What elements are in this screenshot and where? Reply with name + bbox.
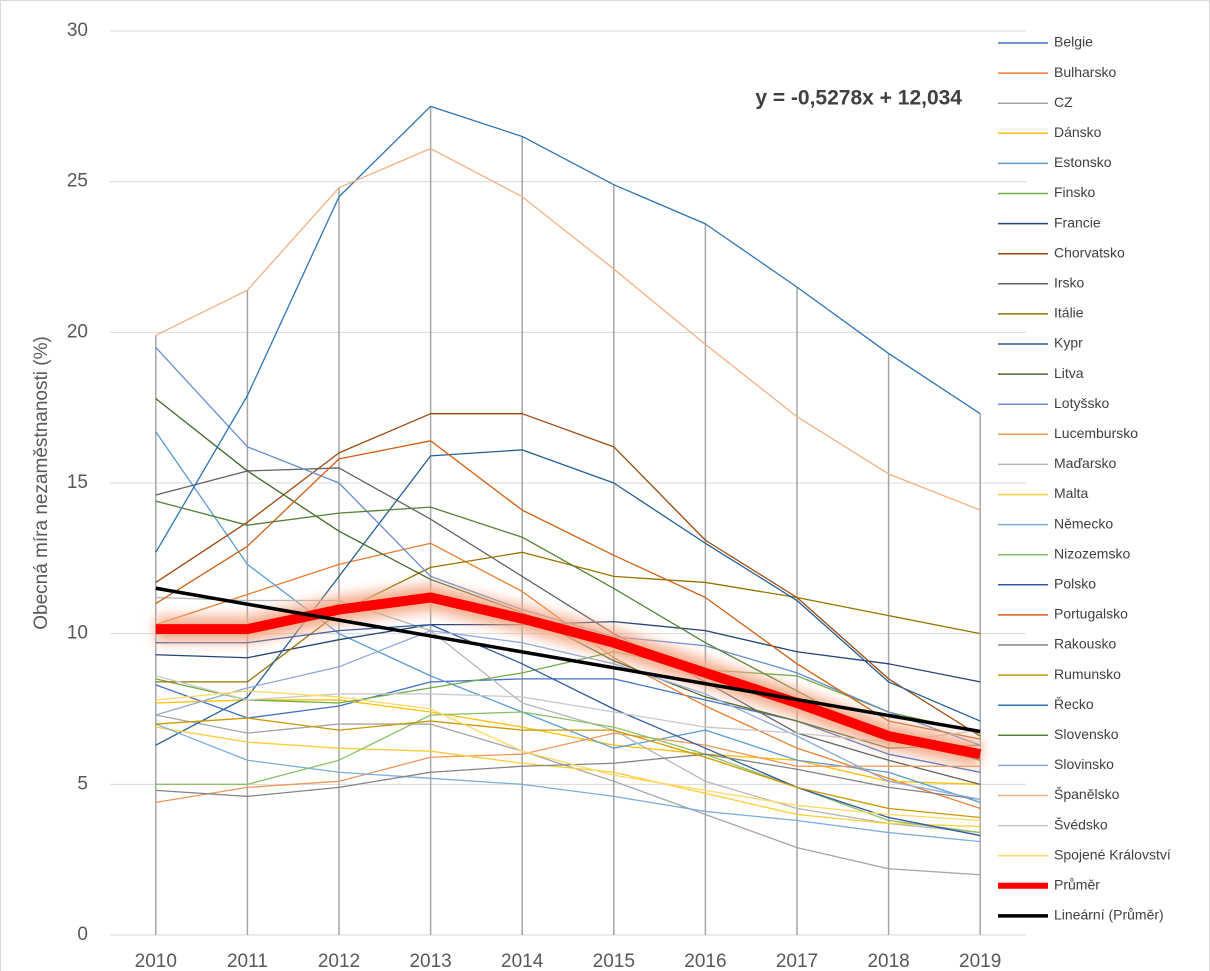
x-tick-label: 2011	[227, 951, 268, 971]
series-line	[155, 723, 981, 843]
legend-label: Irsko	[1054, 275, 1085, 291]
y-tick-label: 15	[67, 472, 88, 493]
legend-label: Portugalsko	[1054, 606, 1128, 622]
series-line	[155, 413, 981, 737]
y-tick-label: 30	[67, 20, 88, 41]
legend-label: Lotyšsko	[1054, 395, 1109, 411]
y-tick-label: 5	[77, 773, 88, 794]
x-tick-label: 2014	[501, 951, 544, 971]
legend-label: Itálie	[1054, 305, 1084, 321]
legend-label: Lineární (Průměr)	[1054, 907, 1164, 923]
legend-label: Slovensko	[1054, 726, 1119, 742]
x-tick-label: 2019	[959, 951, 1001, 971]
legend-label: Řecko	[1054, 696, 1094, 712]
x-tick-label: 2017	[776, 951, 818, 971]
legend-label: Rakousko	[1054, 636, 1116, 652]
legend-label: Litva	[1054, 365, 1084, 381]
legend-label: Malta	[1054, 485, 1088, 501]
series-line	[155, 711, 981, 834]
x-tick-label: 2016	[684, 951, 726, 971]
series-line	[155, 726, 981, 828]
series-line	[155, 592, 982, 760]
series-line	[155, 699, 981, 785]
series-line	[155, 147, 981, 511]
series-line	[155, 717, 981, 819]
legend-label: Polsko	[1054, 576, 1096, 592]
legend-label: Rumunsko	[1054, 666, 1121, 682]
y-tick-label: 10	[67, 623, 88, 644]
legend-label: Slovinsko	[1054, 756, 1114, 772]
legend-label: Švédsko	[1054, 816, 1108, 832]
legend-label: Estonsko	[1054, 154, 1112, 170]
legend-label: Nizozemsko	[1054, 545, 1130, 561]
series-line	[155, 467, 981, 785]
legend-label: Francie	[1054, 214, 1101, 230]
series-line	[155, 675, 981, 743]
legend-label: Finsko	[1054, 184, 1095, 200]
x-tick-label: 2018	[867, 951, 909, 971]
legend-label: Německo	[1054, 515, 1113, 531]
legend-label: Průměr	[1054, 877, 1100, 893]
series-line	[155, 551, 981, 683]
series-line	[155, 651, 981, 734]
legend-label: CZ	[1054, 94, 1073, 110]
trend-line	[155, 586, 981, 734]
series-line	[155, 398, 981, 749]
x-tick-label: 2012	[318, 951, 360, 971]
series-line	[155, 753, 981, 801]
legend-label: Chorvatsko	[1054, 244, 1125, 260]
series-line	[155, 596, 981, 834]
legend-label: Belgie	[1054, 34, 1093, 50]
x-tick-label: 2013	[409, 951, 451, 971]
legend-label: Lucembursko	[1054, 425, 1138, 441]
series-line	[155, 732, 981, 804]
series-line	[155, 105, 981, 553]
series-line	[155, 630, 981, 801]
series-line	[155, 623, 981, 837]
legend-label: Maďarsko	[1054, 455, 1117, 471]
legend-label: Španělsko	[1054, 786, 1120, 802]
x-tick-label: 2010	[135, 951, 177, 971]
series-line	[155, 714, 981, 876]
legend-label: Bulharsko	[1054, 64, 1116, 80]
legend-label: Dánsko	[1054, 124, 1102, 140]
y-tick-label: 20	[67, 321, 88, 342]
y-axis-label: Obecná míra nezaměstnanosti (%)	[31, 336, 52, 630]
trend-equation: y = -0,5278x + 12,034	[755, 87, 962, 110]
series-line	[155, 440, 981, 740]
y-tick-label: 0	[77, 924, 88, 945]
series-line	[155, 346, 981, 746]
x-tick-label: 2015	[593, 951, 635, 971]
legend-label: Kypr	[1054, 335, 1083, 351]
legend-label: Spojené Království	[1054, 846, 1171, 862]
series-line	[155, 690, 981, 822]
y-tick-label: 25	[67, 171, 88, 192]
